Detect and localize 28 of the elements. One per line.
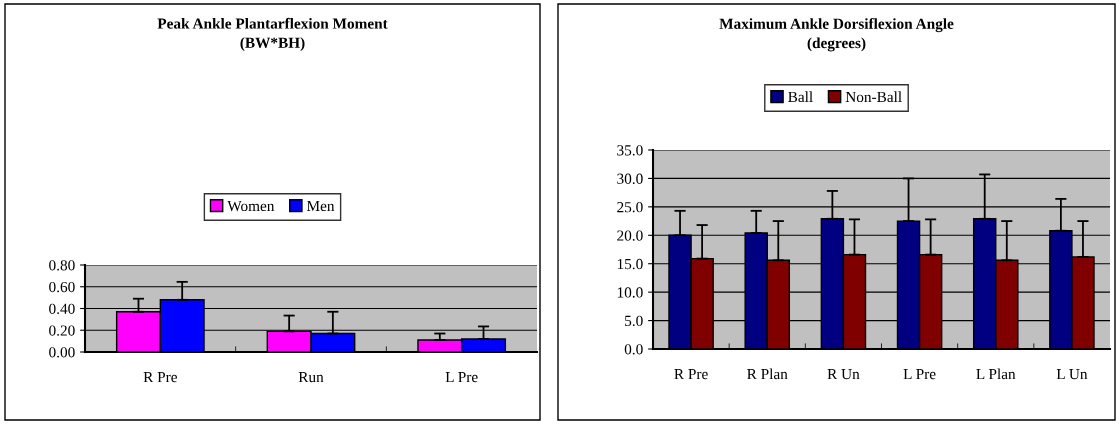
y-tick-label: 0.40 xyxy=(49,303,75,315)
chart-title: Peak Ankle Plantarflexion Moment (BW*BH) xyxy=(157,17,388,52)
y-tick-label: 35.0 xyxy=(617,145,643,156)
x-tick-label: L Un xyxy=(1056,369,1088,380)
y-tick-label: 25.0 xyxy=(617,202,643,213)
x-tick-label: R Pre xyxy=(143,372,177,383)
legend-label: Ball xyxy=(788,91,813,103)
x-tick-label: L Pre xyxy=(445,372,478,383)
y-tick-label: 0.80 xyxy=(49,260,75,271)
legend-label: Men xyxy=(306,200,335,212)
x-tick-label: L Plan xyxy=(976,368,1016,380)
y-tick-label: 10.0 xyxy=(617,287,643,298)
x-tick-label: R Un xyxy=(827,369,860,380)
y-tick-label: 15.0 xyxy=(617,258,643,270)
y-tick-label: 0.00 xyxy=(49,347,75,358)
y-tick-label: 0.0 xyxy=(624,344,643,355)
x-tick-label: L Pre xyxy=(903,369,936,380)
chart-title: Maximum Ankle Dorsiflexion Angle (degrees) xyxy=(719,18,954,52)
legend-label: Women xyxy=(227,200,275,212)
y-tick-label: 0.60 xyxy=(49,281,75,293)
y-tick-label: 20.0 xyxy=(617,230,643,241)
x-tick-label: R Plan xyxy=(747,368,788,380)
x-tick-label: R Pre xyxy=(674,369,708,380)
y-tick-label: 5.0 xyxy=(625,315,643,327)
y-tick-label: 30.0 xyxy=(617,173,643,184)
y-tick-label: 0.20 xyxy=(49,325,75,336)
x-tick-label: Run xyxy=(298,372,324,383)
legend-label: Non-Ball xyxy=(845,91,902,103)
